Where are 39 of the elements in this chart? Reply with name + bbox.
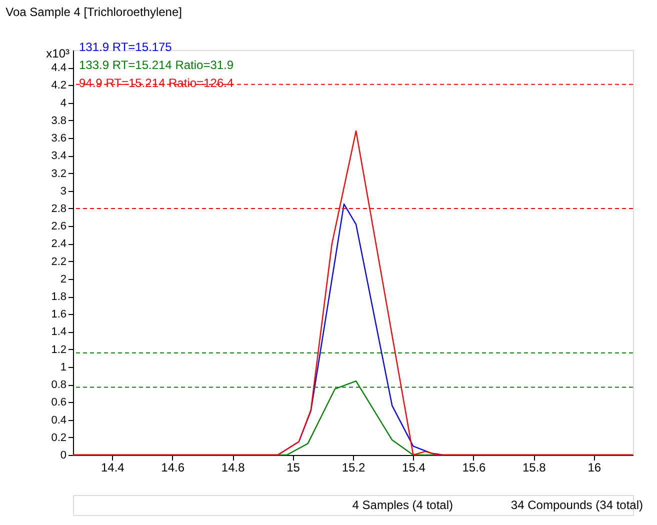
y-tick-label: 4 [60, 97, 66, 110]
y-tick-label: 4.4 [51, 62, 66, 74]
x-tick-label: 15.4 [402, 460, 426, 474]
y-tick-label: 3.8 [51, 114, 66, 127]
x-tick-label: 14.4 [100, 460, 125, 474]
chart-title: Voa Sample 4 [Trichloroethylene] [6, 5, 182, 19]
x-tick-label: 15.2 [342, 460, 366, 474]
y-tick-label: 3.4 [51, 150, 66, 162]
y-axis-title: x10³ [46, 46, 70, 60]
x-tick-label: 14.6 [161, 460, 185, 474]
y-tick-label: 0.2 [51, 432, 66, 444]
text: 94.9 RT=15.214 Ratio=126.4 [79, 76, 234, 90]
y-tick-label: 3.2 [51, 168, 66, 180]
y-tick-label: 1 [60, 361, 66, 374]
y-tick-label: 0.6 [51, 396, 66, 409]
y-tick-label: 3 [60, 185, 66, 198]
y-tick-label: 4.2 [51, 80, 66, 92]
y-tick-label: 0.8 [51, 379, 66, 392]
x-tick-label: 16 [588, 460, 602, 474]
y-tick-label: 0.4 [51, 414, 66, 426]
x-tick-label: 15.8 [522, 460, 546, 474]
text: 133.9 RT=15.214 Ratio=31.9 [79, 58, 234, 72]
y-tick-label: 1.8 [51, 291, 66, 304]
y-tick-label: 0 [60, 450, 66, 462]
y-tick-label: 2.2 [51, 256, 66, 268]
x-tick-label: 14.8 [221, 460, 246, 474]
y-tick-label: 1.4 [51, 326, 66, 338]
text: 131.9 RT=15.175 [79, 40, 172, 54]
y-tick-label: 1.2 [51, 344, 66, 356]
y-tick-label: 2.4 [51, 238, 66, 250]
y-tick-label: 1.6 [51, 308, 66, 321]
y-tick-label: 2.6 [51, 220, 66, 233]
x-tick-label: 15.6 [462, 460, 486, 474]
y-tick-label: 3.6 [51, 132, 66, 145]
text: 34 Compounds (34 total) [510, 498, 643, 512]
x-tick-label: 15 [286, 460, 300, 474]
y-tick-label: 2 [60, 273, 66, 286]
text: 4 Samples (4 total) [352, 498, 453, 512]
y-tick-label: 2.8 [51, 202, 66, 215]
